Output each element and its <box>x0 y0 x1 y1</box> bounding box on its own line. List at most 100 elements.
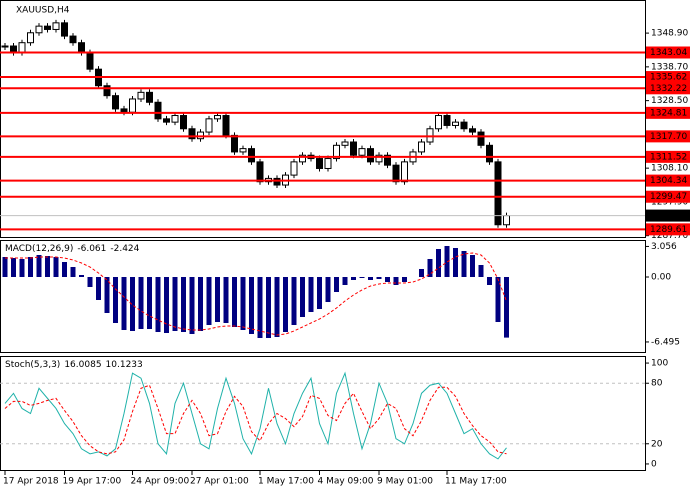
y-tick-label: 0.00 <box>651 273 671 283</box>
macd-bar <box>138 277 144 329</box>
macd-bar <box>232 277 237 327</box>
y-tick-label: 1348.90 <box>651 29 688 39</box>
y-tick-label: 20 <box>651 439 663 449</box>
macd-bar <box>334 277 339 292</box>
macd-bar <box>291 277 297 325</box>
macd-bar <box>53 257 59 277</box>
macd-bar <box>130 277 135 331</box>
current-price-box <box>646 209 690 222</box>
level-label: 1317.70 <box>650 132 687 142</box>
y-tick-label: 1308.10 <box>651 164 688 174</box>
macd-bar <box>393 277 399 285</box>
candle <box>375 154 383 163</box>
macd-bar <box>172 277 178 331</box>
candle <box>452 121 459 126</box>
level-label-box <box>646 223 690 236</box>
candle <box>239 148 247 153</box>
candle <box>163 118 170 123</box>
level-label-box <box>646 106 690 119</box>
macd-bar <box>87 277 93 287</box>
stoch-line <box>4 384 507 455</box>
macd-bar <box>96 277 101 300</box>
macd-bar <box>11 258 16 277</box>
macd-bar <box>351 277 356 280</box>
macd-bar <box>147 277 152 329</box>
candle <box>392 164 400 183</box>
y-tick-label: 1287.70 <box>651 231 688 241</box>
macd-bar <box>121 277 127 330</box>
macd-bar <box>453 248 458 277</box>
macd-bar <box>28 257 33 277</box>
candle <box>486 144 493 163</box>
macd-bar <box>181 277 186 332</box>
macd-bar <box>427 259 433 277</box>
macd-bar <box>342 277 348 285</box>
y-tick-label: 1338.70 <box>651 62 688 72</box>
candle <box>401 161 408 183</box>
candle <box>222 115 230 136</box>
level-label: 1332.22 <box>650 84 687 94</box>
macd-bar <box>461 251 467 277</box>
level-label: 1304.34 <box>650 176 687 186</box>
level-label-box <box>646 150 690 163</box>
candle <box>18 42 26 54</box>
level-label-box <box>646 82 690 95</box>
macd-bar <box>19 259 25 277</box>
candle <box>299 154 306 163</box>
candle <box>443 115 451 126</box>
macd-bar <box>419 269 424 277</box>
macd-bar <box>308 277 314 312</box>
macd-bar <box>325 277 331 302</box>
level-label-box <box>646 190 690 203</box>
candle <box>188 128 196 140</box>
candle <box>78 42 85 54</box>
candle <box>44 25 51 30</box>
candle <box>248 148 255 163</box>
candle <box>27 32 34 44</box>
macd-bar <box>504 277 509 338</box>
indicator-title: MACD(12,26,9) -6.061 -2.424 <box>5 244 140 254</box>
macd-bar <box>155 277 161 332</box>
indicator-value: 10.1233 <box>106 360 143 370</box>
candle <box>146 91 153 103</box>
level-label: 1299.47 <box>650 192 687 202</box>
macd-bar <box>368 277 373 280</box>
x-tick-label: 9 May 01:00 <box>377 477 433 487</box>
macd-bar <box>79 275 84 277</box>
candle <box>350 141 357 156</box>
candle <box>494 161 502 226</box>
macd-bar <box>470 255 475 277</box>
indicator-name: MACD(12,26,9) <box>5 244 73 254</box>
candle <box>103 85 111 97</box>
macd-bar <box>495 277 501 322</box>
y-tick-label: -6.495 <box>651 337 680 347</box>
panel-frame <box>0 0 646 238</box>
macd-bar <box>164 277 169 333</box>
level-label: 1335.62 <box>650 73 687 83</box>
macd-bar <box>359 277 365 278</box>
candle <box>333 144 340 160</box>
macd-bar <box>257 277 263 338</box>
candle <box>477 131 485 146</box>
candle <box>154 101 162 120</box>
candle <box>180 115 187 130</box>
macd-bar <box>436 249 441 277</box>
candle <box>231 134 238 153</box>
candle <box>503 215 510 226</box>
stoch-line <box>4 371 507 460</box>
macd-bar <box>478 265 484 277</box>
candle <box>273 177 281 186</box>
candle <box>120 108 128 113</box>
indicator-title: Stoch(5,3,3) 16.0085 10.1233 <box>5 360 143 370</box>
candle <box>129 98 136 113</box>
candle <box>69 35 77 44</box>
indicator-value: -6.061 <box>77 244 106 254</box>
candle <box>256 161 264 183</box>
panel-frame <box>0 240 646 353</box>
level-label: 1289.61 <box>650 225 687 235</box>
candle <box>469 128 476 133</box>
level-label: 1343.04 <box>650 48 687 58</box>
macd-bar <box>62 262 67 277</box>
candle <box>35 25 43 34</box>
macd-bar <box>113 277 118 323</box>
